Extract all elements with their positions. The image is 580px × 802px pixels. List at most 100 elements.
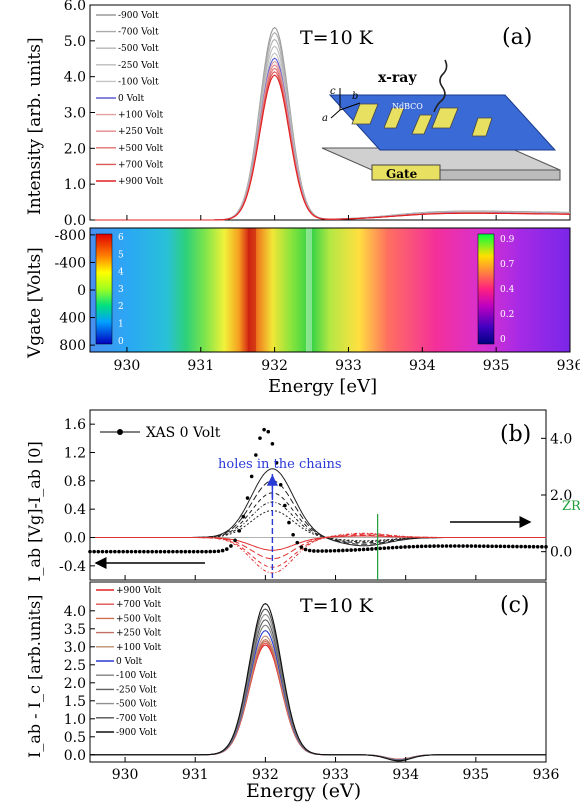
panel-a-ytick-label: 0.0 — [64, 213, 86, 229]
panel-c: 0.0 0.5 1.0 1.5 2.0 2.5 3.0 3.5 4.0 930 931 932 933… — [25, 581, 560, 802]
heatmap-ylabel: Vgate [Volts] — [25, 247, 45, 359]
heatmap-xtick-label: 932 — [261, 358, 288, 374]
sample-label: NdBCO — [392, 102, 423, 111]
panel-a-map: 6 5 4 3 2 1 0 0.9 0.7 0.4 0.2 0 -800 -400 0 400 800 93… — [25, 227, 580, 397]
xas-point — [382, 546, 387, 550]
panel-b-diff-series — [90, 492, 546, 544]
panel-c-legend-label: -900 Volt — [116, 728, 157, 738]
xas-point — [386, 546, 391, 550]
panel-b-diff-series-pos — [90, 535, 546, 551]
xas-point — [129, 549, 134, 554]
colorbar-right-label: 0.9 — [500, 235, 515, 245]
contact-pad-2 — [383, 107, 405, 129]
xas-point — [523, 544, 528, 549]
xas-point — [274, 461, 279, 465]
xas-point — [96, 549, 101, 554]
panel-a-series-10 — [90, 74, 570, 221]
panel-c-legend-label: -500 Volt — [116, 700, 157, 710]
xas-point — [515, 544, 519, 549]
panel-c-ytick-label: 2.5 — [64, 658, 86, 674]
xas-point — [183, 549, 188, 554]
zr-annotation: ZR — [562, 499, 580, 514]
xas-point — [407, 544, 412, 549]
panel-a-legend-label: -250 Volt — [118, 61, 159, 71]
panel-c-legend: +900 Volt +700 Volt +500 Volt +250 Volt +100… — [96, 586, 162, 738]
xas-point — [154, 549, 159, 554]
xas-point — [469, 544, 474, 548]
xas-point — [303, 547, 308, 552]
xas-point — [241, 514, 246, 519]
panel-c-legend-label: 0 Volt — [116, 657, 143, 667]
xas-point — [328, 549, 333, 553]
panel-b-ytick-label: 0.4 — [64, 502, 86, 518]
xas-point — [104, 549, 109, 554]
heatmap-image — [90, 228, 570, 352]
panel-c-frame — [89, 581, 547, 763]
panel-a-legend-label: -100 Volt — [118, 77, 159, 87]
panel-c-ytick-label: 4.0 — [64, 604, 86, 620]
xas-point — [477, 544, 482, 548]
xas-point — [287, 520, 291, 525]
panel-b-diff-series — [90, 510, 546, 542]
xas-point — [349, 548, 353, 552]
panel-b-y2tick-label: 4.0 — [550, 431, 572, 447]
xas-point — [299, 545, 304, 549]
panel-b-ylabel: I_ab [Vg]-I_ab [0] — [25, 441, 44, 582]
xas-point — [428, 544, 432, 548]
xas-point — [262, 427, 266, 432]
xas-point — [146, 549, 150, 554]
xas-point — [113, 549, 117, 554]
panel-c-ytick-label: 1.0 — [64, 712, 86, 728]
xas-point — [237, 529, 242, 533]
xas-point — [531, 544, 536, 549]
panel-a-yticks: 0.0 1.0 2.0 3.0 4.0 5.0 6.0 — [64, 0, 571, 229]
colorbar-right-label: 0.2 — [500, 310, 514, 320]
heatmap-xtick-label: 934 — [409, 358, 436, 374]
panel-c-legend-label: +100 Volt — [116, 643, 162, 653]
xas-point — [390, 545, 395, 550]
panel-b-yticks-right: 0.0 2.0 4.0 — [541, 431, 572, 561]
heatmap-xtick-label: 930 — [114, 358, 141, 374]
xas-point — [312, 549, 316, 553]
xas-point — [399, 545, 403, 549]
xas-point — [519, 544, 523, 549]
panel-c-xtick-label: 936 — [533, 767, 560, 783]
xas-point — [482, 544, 486, 548]
colorbar-left-labels: 6 5 4 3 2 1 0 — [118, 233, 124, 347]
xas-point — [345, 548, 349, 553]
heatmap-ytick-label: -400 — [55, 255, 86, 271]
xas-point — [527, 544, 532, 549]
xas-point — [187, 549, 192, 554]
xas-point — [461, 544, 465, 548]
xas-point — [436, 544, 441, 548]
xas-point — [378, 546, 382, 551]
xas-point — [440, 544, 445, 548]
panel-c-series-1 — [90, 642, 546, 760]
panel-a-legend-label: -700 Volt — [118, 28, 159, 38]
panel-c-xtick-label: 935 — [462, 767, 489, 783]
panel-b-yticks-left: -0.4 0.0 0.4 0.8 1.2 1.6 — [59, 417, 547, 580]
panel-c-legend-label: +900 Volt — [116, 586, 162, 596]
heatmap-xtick-label: 936 — [557, 358, 580, 374]
panel-a-legend-label: +700 Volt — [118, 160, 164, 170]
heatmap-xticks: 930 931 932 933 934 935 936 — [114, 347, 580, 374]
heatmap-ytick-label: 0 — [77, 283, 86, 299]
xas-point — [307, 548, 312, 553]
panel-c-curves — [90, 602, 546, 762]
panel-a-ytick-label: 6.0 — [64, 0, 86, 14]
xas-point — [88, 549, 92, 554]
xas-point — [295, 540, 300, 545]
xas-point — [150, 549, 154, 554]
panel-c-xticks: 930 931 932 933 934 935 936 — [112, 757, 560, 783]
xas-point — [432, 544, 436, 548]
xas-point — [324, 549, 329, 553]
xas-point — [419, 544, 424, 549]
xas-point — [374, 546, 378, 551]
xray-beam — [433, 59, 448, 113]
panel-c-series-2 — [90, 640, 546, 760]
panel-c-legend-label: -250 Volt — [116, 685, 157, 695]
panel-b-ytick-label: -0.4 — [59, 559, 86, 575]
xas-point — [225, 547, 229, 551]
colorbar-left-label: 3 — [118, 285, 124, 295]
